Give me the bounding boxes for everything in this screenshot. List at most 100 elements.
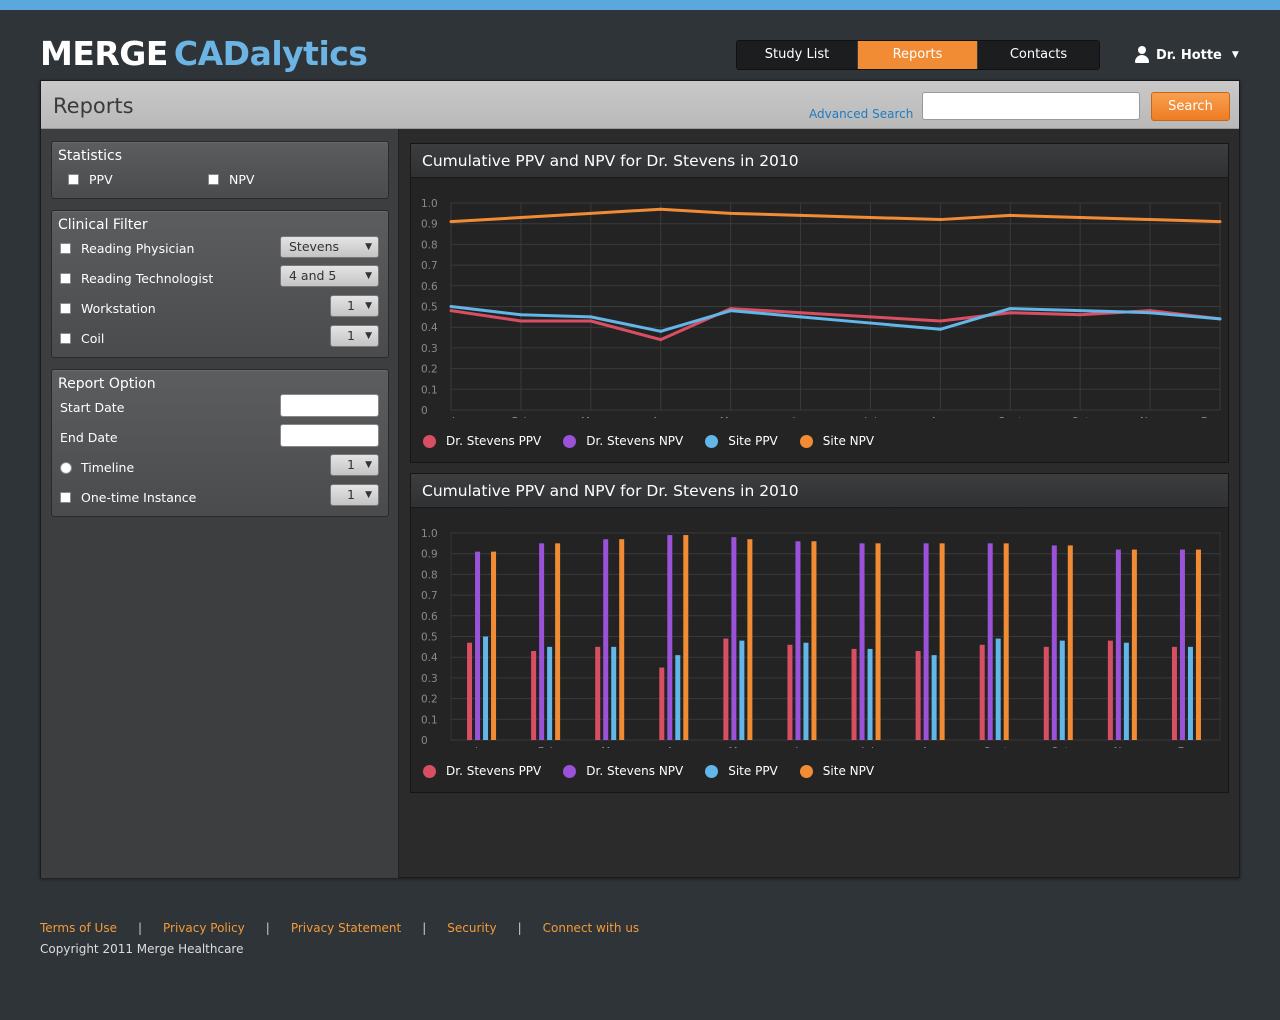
ppv-checkbox[interactable] (68, 174, 79, 185)
main-nav: Study List Reports Contacts (736, 40, 1100, 70)
search-input[interactable] (922, 92, 1140, 120)
one-time-instance-value: 1 (347, 487, 355, 502)
footer-link-connect[interactable]: Connect with us (542, 921, 640, 935)
timeline-select[interactable]: 1 ▼ (330, 454, 379, 476)
bar (1051, 545, 1057, 740)
x-tick-label: Jan (451, 416, 468, 418)
bar (675, 655, 681, 740)
logo-cadalytics-text: CADalytics (173, 34, 368, 73)
one-time-instance-checkbox[interactable] (60, 492, 71, 503)
line-chart: 0 0.1 0.2 0.3 0.4 0.5 0.6 0.7 0.8 0.9 1.0 Jan Feb Mar… (421, 198, 1222, 418)
one-time-instance-select[interactable]: 1 ▼ (330, 484, 379, 506)
npv-option[interactable]: NPV (208, 172, 254, 187)
reading-technologist-checkbox[interactable] (60, 273, 71, 284)
legend-item[interactable]: Site PPV (705, 764, 778, 778)
footer-links: Terms of Use | Privacy Policy | Privacy … (40, 921, 639, 935)
chevron-down-icon: ▼ (365, 490, 372, 500)
line-chart-legend: Dr. Stevens PPV Dr. Stevens NPV Site PPV… (423, 434, 896, 448)
footer-separator: | (517, 921, 522, 935)
legend-item[interactable]: Dr. Stevens PPV (423, 434, 541, 448)
timeline-option[interactable]: Timeline (60, 460, 134, 475)
bar (603, 539, 609, 740)
timeline-label: Timeline (81, 460, 135, 475)
bar (859, 543, 865, 740)
legend-label: Dr. Stevens NPV (586, 764, 684, 778)
search-button[interactable]: Search (1151, 92, 1230, 121)
data-point (938, 327, 942, 331)
footer-link-terms[interactable]: Terms of Use (40, 921, 117, 935)
reading-physician-option[interactable]: Reading Physician (60, 241, 194, 256)
bar-chart-title: Cumulative PPV and NPV for Dr. Stevens i… (422, 482, 799, 500)
bar (595, 646, 601, 740)
x-tick-label: Jul (863, 416, 877, 418)
app-logo[interactable]: MERGE CADalytics (40, 34, 368, 73)
y-tick-label: 0.9 (421, 219, 438, 231)
ppv-option[interactable]: PPV (68, 172, 113, 187)
legend-item[interactable]: Site PPV (705, 434, 778, 448)
tab-reports[interactable]: Reports (858, 41, 978, 69)
y-tick-label: 1.0 (421, 528, 438, 540)
workstation-checkbox[interactable] (60, 303, 71, 314)
coil-option[interactable]: Coil (60, 331, 104, 346)
workstation-option[interactable]: Workstation (60, 301, 156, 316)
chevron-down-icon: ▼ (365, 271, 372, 281)
y-tick-label: 0.3 (421, 343, 438, 355)
bar (1115, 549, 1121, 740)
x-tick-label: Dec (1178, 746, 1199, 748)
legend-dot (799, 764, 813, 778)
reading-physician-select[interactable]: Stevens ▼ (280, 236, 379, 258)
npv-checkbox[interactable] (208, 174, 219, 185)
bar (851, 648, 857, 740)
legend-dot (563, 434, 577, 448)
workstation-select[interactable]: 1 ▼ (330, 295, 379, 317)
legend-item[interactable]: Site NPV (799, 434, 874, 448)
data-point (1218, 317, 1222, 321)
legend-item[interactable]: Dr. Stevens PPV (423, 764, 541, 778)
tab-study-list[interactable]: Study List (737, 41, 858, 69)
advanced-search-link[interactable]: Advanced Search (809, 107, 914, 121)
x-tick-label: Sept (984, 746, 1008, 748)
one-time-instance-option[interactable]: One-time Instance (60, 490, 196, 505)
x-tick-label: Feb (512, 416, 531, 418)
y-tick-label: 0.9 (421, 549, 438, 561)
report-option-box: Report Option Start Date End Date Timeli… (51, 369, 389, 517)
legend-dot (705, 434, 719, 448)
data-point (1148, 218, 1152, 222)
end-date-label: End Date (60, 430, 118, 445)
footer-link-privacy-policy[interactable]: Privacy Policy (163, 921, 245, 935)
footer-link-privacy-statement[interactable]: Privacy Statement (290, 921, 402, 935)
data-point (1218, 220, 1222, 224)
data-point (449, 309, 453, 313)
legend-item[interactable]: Dr. Stevens NPV (563, 434, 683, 448)
bar (1123, 642, 1129, 740)
user-menu[interactable]: Dr. Hotte ▼ (1134, 46, 1239, 64)
x-tick-label: Mar (601, 746, 621, 748)
footer-separator: | (422, 921, 427, 935)
data-point (1008, 307, 1012, 311)
bar (531, 650, 537, 740)
reading-technologist-select[interactable]: 4 and 5 ▼ (280, 265, 379, 287)
one-time-instance-label: One-time Instance (81, 490, 197, 505)
bar (1131, 549, 1137, 740)
y-tick-label: 0.6 (421, 281, 438, 293)
tab-contacts[interactable]: Contacts (978, 41, 1099, 69)
panel-header: Reports Advanced Search Search (41, 81, 1239, 129)
y-tick-label: 0 (421, 405, 428, 417)
coil-select[interactable]: 1 ▼ (330, 325, 379, 347)
y-tick-label: 0.3 (421, 673, 438, 685)
end-date-input[interactable] (280, 424, 379, 447)
footer-link-security[interactable]: Security (447, 921, 497, 935)
y-tick-label: 0 (421, 735, 428, 747)
legend-item[interactable]: Site NPV (799, 764, 874, 778)
data-point (729, 211, 733, 215)
reading-technologist-option[interactable]: Reading Technologist (60, 271, 213, 286)
legend-item[interactable]: Dr. Stevens NPV (563, 764, 683, 778)
legend-label: Site PPV (728, 434, 778, 448)
data-point (449, 305, 453, 308)
reading-physician-checkbox[interactable] (60, 243, 71, 254)
chevron-down-icon: ▼ (1231, 50, 1239, 60)
timeline-radio[interactable] (60, 461, 72, 474)
bar (739, 640, 745, 740)
start-date-input[interactable] (280, 394, 379, 417)
coil-checkbox[interactable] (60, 333, 71, 344)
